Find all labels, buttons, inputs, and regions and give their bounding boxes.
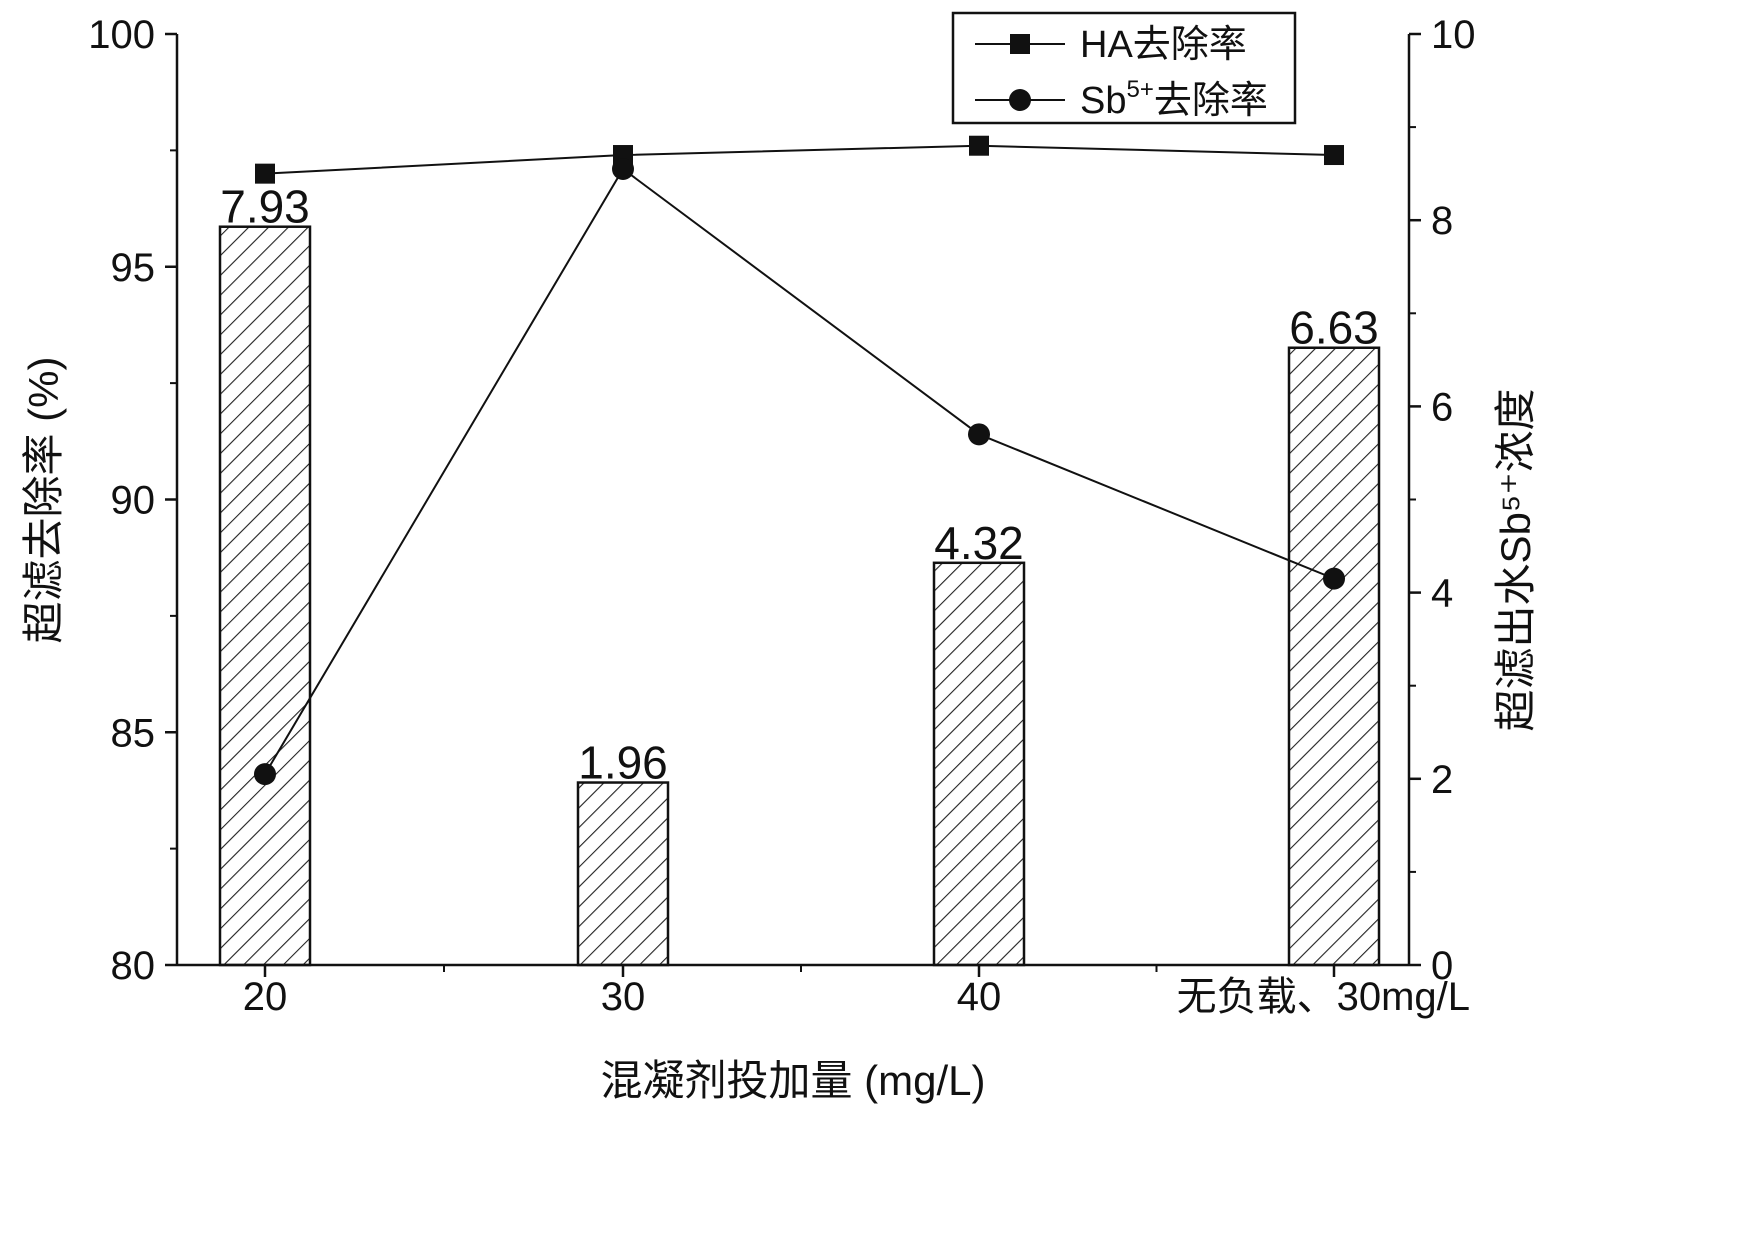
legend-label: Sb5+去除率 [1080, 76, 1268, 122]
x-tick-label: 40 [957, 975, 1002, 1019]
sb-point [254, 763, 276, 786]
bars-layer: 7.93 1.96 4.32 6.63 [218, 181, 1381, 967]
right-tick-label: 0 [1431, 944, 1453, 988]
legend-square-marker [1010, 34, 1030, 54]
left-axis-title: 超滤去除率 (%) [20, 357, 67, 644]
series-line-0 [264, 144, 1335, 175]
left-tick-label: 95 [111, 246, 156, 290]
bar-0 [218, 225, 312, 967]
ha-point [255, 163, 275, 184]
bar-value-label: 1.96 [578, 737, 668, 789]
right-tick-label: 2 [1431, 758, 1453, 802]
left-tick-label: 100 [88, 13, 155, 57]
legend-label: HA去除率 [1080, 24, 1247, 66]
right-axis-title: 超滤出水Sb⁵⁺浓度 [1492, 389, 1539, 732]
x-tick-label: 20 [243, 975, 288, 1019]
x-axis-title: 混凝剂投加量 (mg/L) [600, 1057, 985, 1104]
bar-3 [1287, 346, 1381, 967]
left-tick-label: 90 [111, 479, 156, 523]
legend-box [951, 11, 1297, 125]
left-tick-label: 80 [111, 944, 156, 988]
x-tick-label: 30 [601, 975, 646, 1019]
x-tick-label: 无负载、30mg/L [1177, 975, 1470, 1019]
ha-point [969, 135, 989, 156]
sb-point [968, 423, 990, 446]
bar-value-label: 4.32 [934, 517, 1024, 569]
legend: HA去除率 Sb5+去除率 [951, 11, 1297, 125]
lines-layer [254, 135, 1345, 786]
sb-point [612, 157, 634, 180]
left-tick-label: 85 [111, 711, 156, 755]
series-line-1 [264, 167, 1335, 775]
right-tick-label: 10 [1431, 13, 1476, 57]
bar-value-label: 7.93 [220, 181, 310, 233]
right-tick-label: 6 [1431, 385, 1453, 429]
legend-circle-marker [1009, 89, 1031, 111]
sb-point [1323, 567, 1345, 590]
bar-1 [576, 781, 670, 967]
bar-value-label: 6.63 [1289, 302, 1379, 354]
right-tick-label: 4 [1431, 572, 1453, 616]
axes-layer: 80 85 90 95 100 0 2 4 6 8 10 20 30 40 无负载、30mg/L 混凝剂投加量… [20, 13, 1539, 1104]
bar-2 [932, 561, 1026, 967]
ha-point [1324, 145, 1344, 166]
right-tick-label: 8 [1431, 199, 1453, 243]
